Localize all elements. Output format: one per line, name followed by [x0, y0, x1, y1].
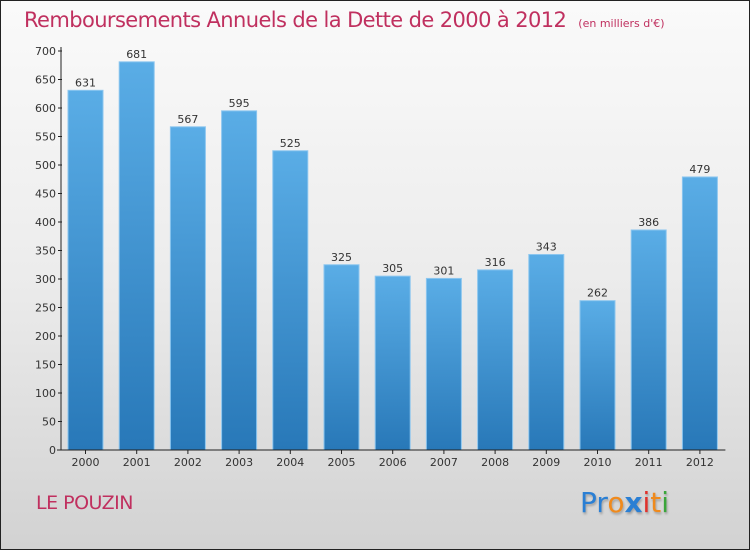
- y-tick-label-100: 100: [35, 387, 56, 400]
- y-tick-label-0: 0: [49, 444, 56, 457]
- logo-letter: i: [661, 486, 670, 519]
- logo-letter: i: [642, 486, 651, 519]
- data-label-2009: 343: [536, 240, 557, 253]
- y-tick-label-150: 150: [35, 359, 56, 372]
- x-tick-label-2012: 2012: [686, 456, 714, 469]
- x-tick-label-2002: 2002: [174, 456, 202, 469]
- y-tick-label-550: 550: [35, 131, 56, 144]
- data-label-2001: 681: [126, 48, 147, 61]
- bar-2000: [67, 89, 104, 451]
- bar-2010: [579, 300, 616, 451]
- bar-2007: [425, 277, 462, 451]
- bar-2005: [323, 264, 360, 451]
- data-label-2000: 631: [75, 76, 96, 89]
- y-tick-label-400: 400: [35, 216, 56, 229]
- bars-group: 631 681 567 595 525 325 305 301 316 343 262 386 479: [67, 48, 718, 451]
- logo-letter: x: [624, 486, 643, 519]
- y-tick-label-700: 700: [35, 45, 56, 58]
- x-tick-label-2008: 2008: [481, 456, 509, 469]
- logo-letter: r: [596, 486, 608, 519]
- bar-2012: [681, 176, 718, 451]
- x-tick-label-2005: 2005: [328, 456, 356, 469]
- y-tick-label-50: 50: [42, 416, 56, 429]
- logo-letter: o: [607, 486, 625, 519]
- data-label-2011: 386: [638, 216, 659, 229]
- x-tick-label-2003: 2003: [225, 456, 253, 469]
- y-tick-label-450: 450: [35, 188, 56, 201]
- title-text: Remboursements Annuels de la Dette de 20…: [24, 8, 567, 32]
- x-tick-label-2000: 2000: [72, 456, 100, 469]
- data-label-2004: 525: [280, 137, 301, 150]
- data-label-2002: 567: [177, 113, 198, 126]
- x-tick-label-2001: 2001: [123, 456, 151, 469]
- data-label-2008: 316: [485, 256, 506, 269]
- data-label-2006: 305: [382, 262, 403, 275]
- bar-2001: [118, 61, 155, 451]
- y-tick-label-250: 250: [35, 302, 56, 315]
- data-label-2003: 595: [229, 97, 250, 110]
- x-tick-label-2011: 2011: [635, 456, 663, 469]
- x-tick-label-2004: 2004: [276, 456, 304, 469]
- unit-note: (en milliers d'€): [578, 17, 665, 30]
- y-tick-label-300: 300: [35, 273, 56, 286]
- bar-2011: [630, 229, 667, 451]
- y-tick-label-500: 500: [35, 159, 56, 172]
- data-label-2012: 479: [689, 163, 710, 176]
- y-tick-label-650: 650: [35, 74, 56, 87]
- y-tick-label-350: 350: [35, 245, 56, 258]
- logo-letter: P: [580, 486, 597, 519]
- bar-2006: [374, 275, 411, 451]
- axes-group: 2000 2001 2002 2003 2004 2005 2006 2007 2008 2009…: [35, 45, 726, 469]
- bar-2004: [272, 150, 309, 451]
- data-label-2007: 301: [433, 264, 454, 277]
- bar-2003: [221, 110, 258, 451]
- logo-letter: t: [650, 486, 662, 519]
- x-tick-label-2009: 2009: [532, 456, 560, 469]
- bar-2009: [528, 253, 565, 451]
- chart-title: Remboursements Annuels de la Dette de 20…: [24, 8, 665, 32]
- data-label-2010: 262: [587, 287, 608, 300]
- proxiti-logo[interactable]: Proxiti: [580, 486, 669, 519]
- place-name: LE POUZIN: [36, 492, 133, 514]
- x-tick-label-2010: 2010: [584, 456, 612, 469]
- x-tick-label-2007: 2007: [430, 456, 458, 469]
- bar-2002: [169, 126, 206, 451]
- data-label-2005: 325: [331, 251, 352, 264]
- y-tick-label-200: 200: [35, 330, 56, 343]
- y-tick-label-600: 600: [35, 102, 56, 115]
- bar-2008: [477, 269, 514, 451]
- x-tick-label-2006: 2006: [379, 456, 407, 469]
